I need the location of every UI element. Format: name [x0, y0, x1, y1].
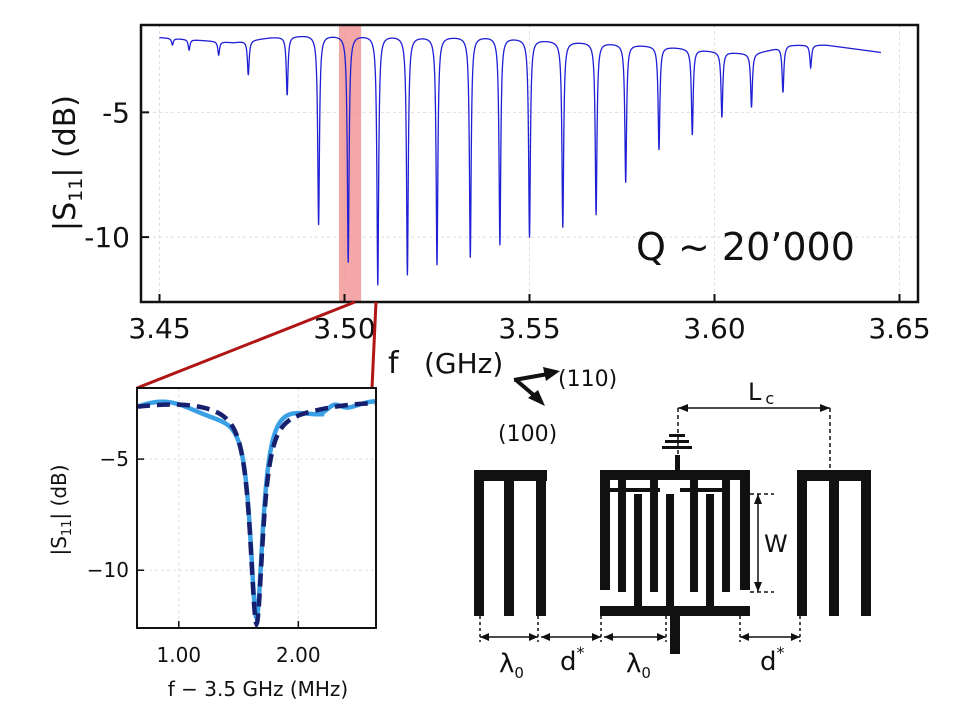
main-xlabel: f: [388, 346, 400, 381]
label-d-left-sup: *: [577, 643, 585, 662]
device-diagram: (110) (100): [474, 367, 871, 682]
inset-ylabel-sub: 11: [60, 520, 75, 537]
axis-label-110: (110): [558, 367, 617, 392]
main-ylabel-unit: | (dB): [48, 95, 83, 178]
inset-fit-line: [136, 401, 376, 630]
inset-ytick-label-0: −5: [100, 447, 129, 471]
inset-ytick-label-1: −10: [87, 558, 129, 582]
highlight-band: [338, 25, 362, 302]
main-ticks: 3.45 3.50 3.55 3.60 3.65 -5 -10: [84, 96, 930, 345]
annotation-q: Q ~ 20’000: [636, 225, 855, 269]
zoom-connector-left: [136, 300, 356, 390]
inset-chart: 1.00 2.00 −5 −10 |S11| (dB) f − 3.5 GHz (MH…: [47, 387, 377, 701]
inset-xlabel: f − 3.5 GHz (MHz): [168, 677, 348, 701]
main-xtick-label-1: 3.50: [313, 312, 375, 345]
axis-arrow-100: [514, 378, 538, 399]
label-d-right-main: d: [760, 647, 777, 677]
label-lc-main: L: [748, 378, 762, 406]
dimension-arrowheads: [480, 404, 830, 641]
inset-grid: [137, 388, 376, 628]
zoom-connector-right: [370, 301, 378, 389]
main-xunit: (GHz): [424, 347, 503, 380]
inset-ylabel-main: |S: [47, 536, 71, 555]
inset-ylabel-unit: | (dB): [47, 464, 71, 519]
main-xtick-label-3: 3.60: [683, 312, 745, 345]
inset-ticks: 1.00 2.00 −5 −10: [87, 447, 321, 667]
inset-ylabel: |S11| (dB): [47, 464, 75, 555]
label-lambda-right-main: λ: [626, 649, 641, 679]
axis-arrowhead-100: [528, 390, 545, 406]
main-ylabel-main: |S: [48, 202, 83, 231]
axis-label-100: (100): [498, 422, 557, 447]
main-ytick-label-0: -5: [102, 96, 130, 129]
label-d-right-sup: *: [777, 643, 785, 662]
inset-data-line: [136, 398, 377, 623]
inset-xtick-label-0: 1.00: [157, 643, 202, 667]
label-lambda-right: λ0: [626, 649, 651, 682]
label-lambda-right-sub: 0: [641, 664, 651, 682]
label-lc-sub: c: [765, 389, 774, 408]
crystal-axes: [513, 367, 560, 406]
left-reflector: [474, 470, 547, 616]
label-lambda-left-sub: 0: [514, 664, 524, 682]
label-d-left-main: d: [560, 647, 577, 677]
label-d-right: d*: [760, 643, 785, 677]
right-reflector: [797, 470, 871, 616]
label-lambda-left: λ0: [499, 649, 524, 682]
main-ylabel-sub: 11: [65, 178, 87, 202]
label-w: W: [764, 530, 788, 558]
idt-transducer: [600, 434, 750, 654]
main-xtick-label-2: 3.55: [498, 312, 560, 345]
main-xtick-label-0: 3.45: [128, 312, 190, 345]
axis-arrowhead-110: [543, 367, 560, 381]
main-ylabel: |S11| (dB): [48, 95, 87, 231]
dimension-lines: [479, 407, 831, 642]
main-series-line: [159, 35, 882, 286]
main-chart: 3.45 3.50 3.55 3.60 3.65 -5 -10 Q ~ 20’000 |S1…: [48, 23, 931, 381]
inset-xtick-label-1: 2.00: [276, 643, 321, 667]
label-d-left: d*: [560, 643, 585, 677]
inset-plot-frame: [136, 387, 377, 629]
label-lambda-left-main: λ: [499, 649, 514, 679]
main-xtick-label-4: 3.65: [868, 312, 930, 345]
axis-arrow-110: [513, 372, 549, 382]
main-ytick-label-1: -10: [84, 221, 130, 254]
